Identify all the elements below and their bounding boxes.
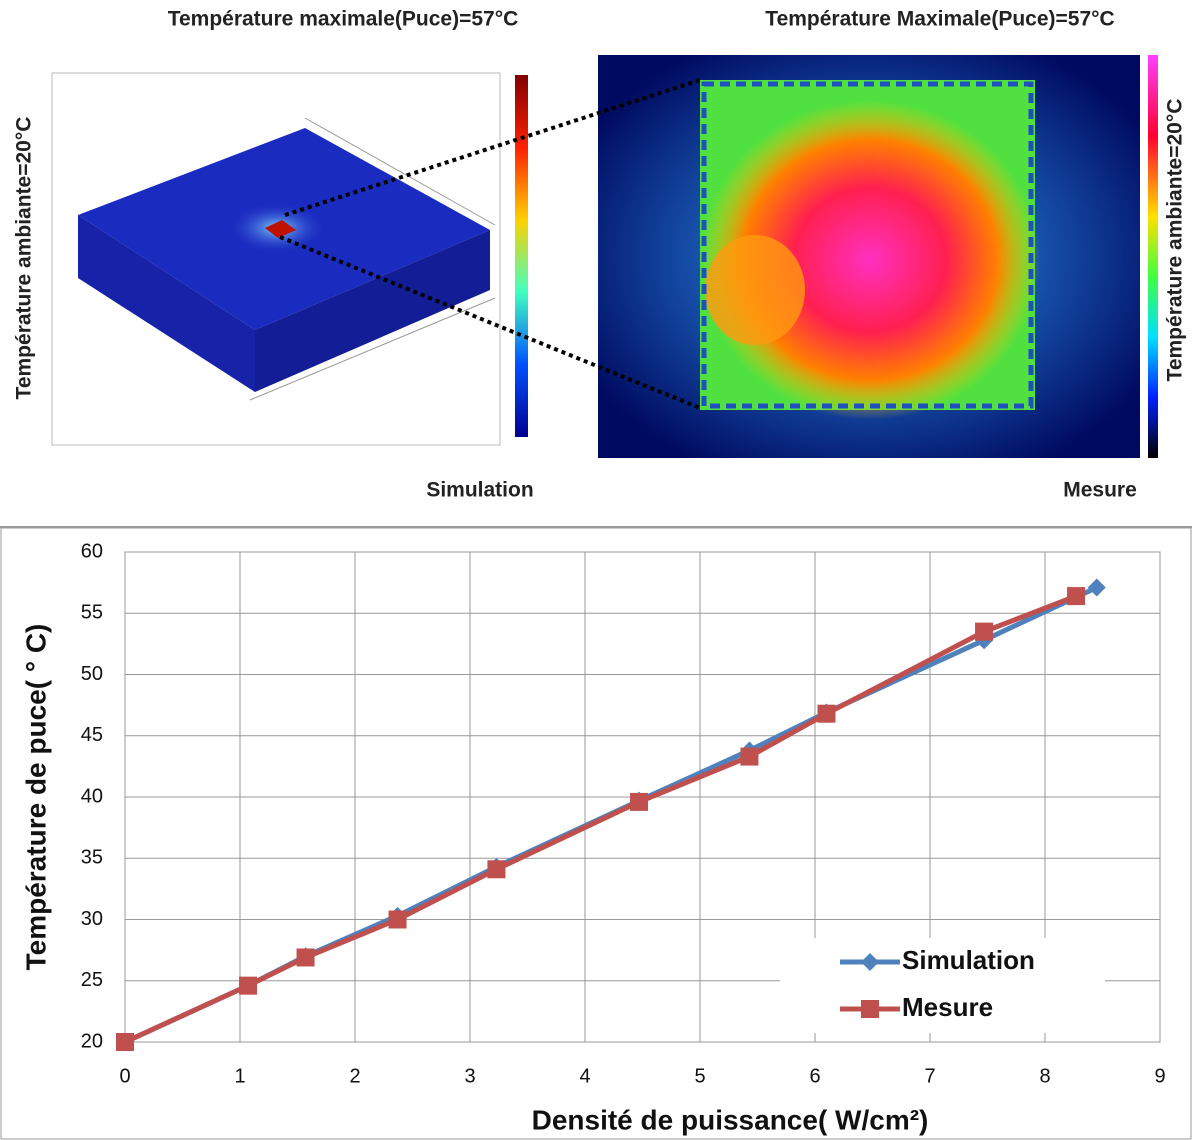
y-axis-title: Température de puce( ° C) (20, 624, 51, 971)
x-tick-label: 9 (1154, 1065, 1165, 1087)
ambient-label: Température ambiante=20°C (13, 117, 36, 400)
marker (116, 1033, 134, 1051)
x-tick-label: 4 (579, 1065, 590, 1087)
ambient-label: Température ambiante=20°C (1164, 99, 1187, 382)
connector (279, 78, 701, 410)
y-tick-label: 20 (81, 1030, 103, 1052)
x-tick-label: 0 (119, 1065, 130, 1087)
simulation-image (51, 72, 528, 446)
measure-caption: Mesure (1063, 479, 1137, 502)
legend: Simulation Mesure (780, 938, 1105, 1033)
legend-box (780, 938, 1105, 1033)
thermal-image (598, 55, 1158, 458)
y-tick-label: 30 (81, 908, 103, 930)
y-tick-label: 35 (81, 847, 103, 869)
marker (239, 976, 258, 995)
series-line (123, 593, 1077, 1045)
marker (817, 704, 836, 723)
marker (630, 792, 649, 811)
marker (861, 1000, 879, 1018)
y-tick-label: 50 (81, 663, 103, 685)
simulation-caption: Simulation (426, 479, 533, 502)
marker (487, 860, 506, 879)
x-tick-label: 1 (234, 1065, 245, 1087)
chart-frame (0, 527, 1192, 1140)
marker (1067, 587, 1086, 606)
x-tick-label: 6 (809, 1065, 820, 1087)
marker (975, 622, 994, 641)
marker (1087, 578, 1106, 597)
x-tick-label: 3 (464, 1065, 475, 1087)
y-tick-label: 45 (81, 724, 103, 746)
marker (861, 953, 879, 971)
marker (388, 910, 407, 929)
x-tick-label: 5 (694, 1065, 705, 1087)
measure-title: Température Maximale(Puce)=57°C (765, 8, 1114, 31)
marker (296, 948, 315, 967)
y-tick-label: 25 (81, 969, 103, 991)
marker (740, 747, 759, 766)
legend-label: Mesure (902, 992, 993, 1022)
x-tick-label: 2 (349, 1065, 360, 1087)
y-tick-label: 60 (81, 540, 103, 562)
y-tick-label: 40 (81, 785, 103, 807)
x-tick-label: 8 (1039, 1065, 1050, 1087)
simulation-title: Température maximale(Puce)=57°C (168, 8, 519, 31)
legend-label: Simulation (902, 945, 1035, 975)
x-axis-title: Densité de puissance( W/cm²) (532, 1104, 929, 1135)
x-tick-label: 7 (924, 1065, 935, 1087)
y-tick-label: 55 (81, 602, 103, 624)
